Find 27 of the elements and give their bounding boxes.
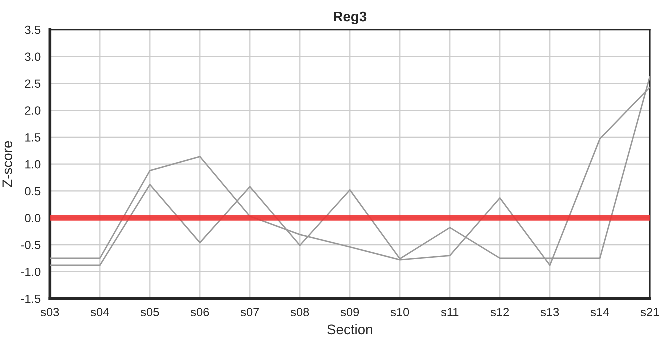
x-axis-title: Section [328,324,372,335]
y-tick-label: -1.0 [21,268,41,276]
x-tick-label: s03 [40,308,60,316]
x-tick-label: s08 [290,308,310,316]
y-tick-label: -1.5 [21,294,41,304]
x-tick-label: s12 [490,308,510,316]
y-tick-label: 3.5 [25,26,41,34]
y-tick-label: 1.5 [26,134,41,142]
chart-title: Reg3 [334,12,367,24]
x-tick-label: s07 [240,308,260,316]
y-tick-label: -0.5 [21,241,41,250]
x-tick-label: s09 [340,308,360,316]
x-tick-label: s11 [441,308,459,316]
x-tick-label: s10 [390,308,410,316]
y-tick-label: 0.0 [25,214,41,223]
y-axis-title: Z-score [2,141,12,188]
x-tick-label: s21 [640,308,660,316]
x-tick-label: s14 [590,308,610,316]
x-tick-label: s04 [90,308,110,316]
y-tick-label: 3.0 [25,52,41,62]
x-tick-label: s13 [540,308,560,316]
y-tick-label: 2.5 [25,80,41,88]
x-tick-label: s06 [190,308,210,316]
y-tick-label: 1.0 [26,160,41,169]
y-tick-label: 0.5 [25,187,41,196]
x-tick-label: s05 [140,308,160,316]
y-tick-label: 2.0 [25,106,41,115]
